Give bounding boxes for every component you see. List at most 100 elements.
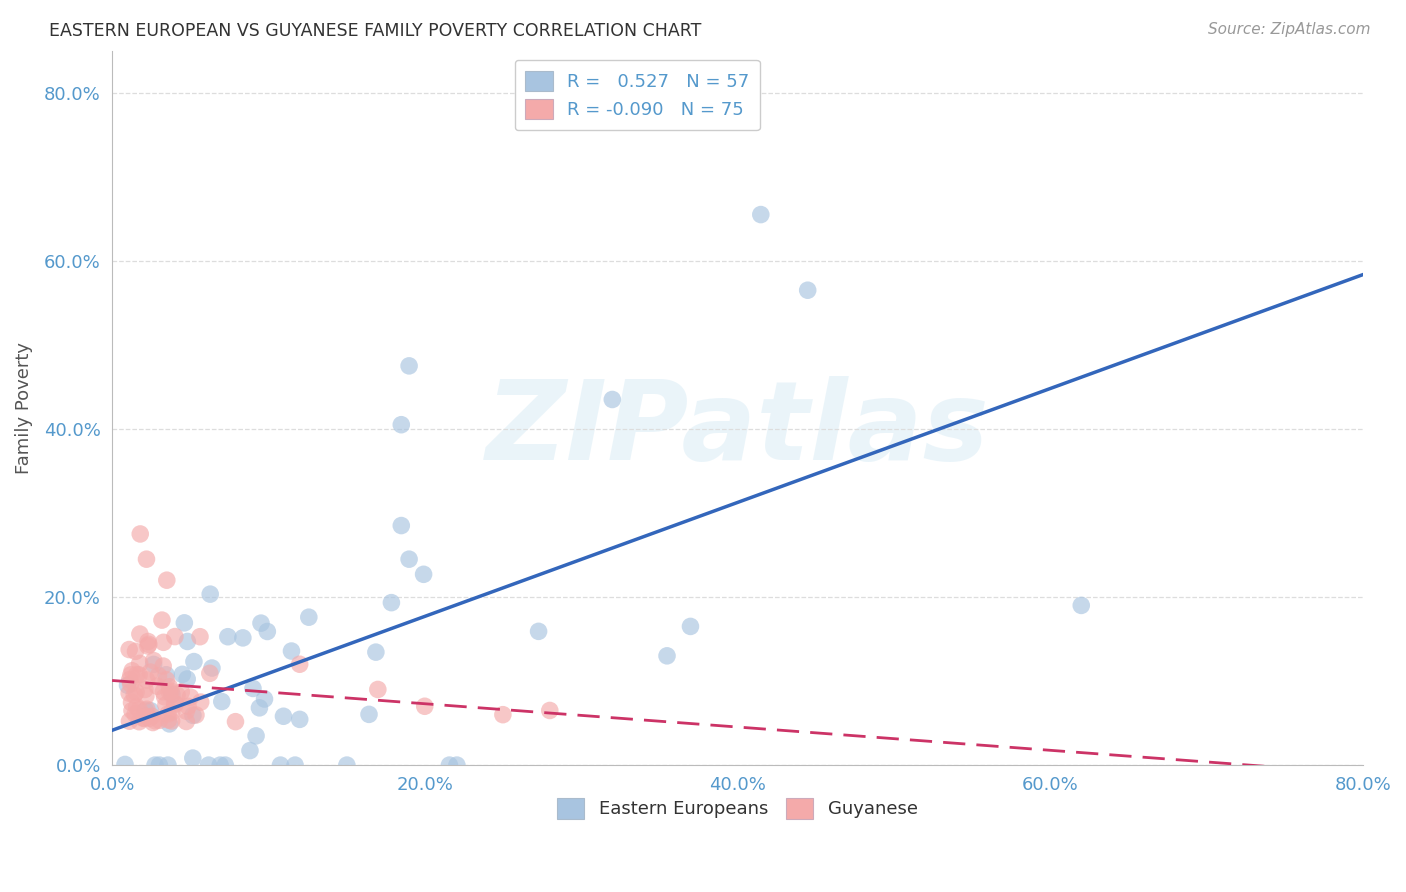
Point xyxy=(135,709,157,723)
Point xyxy=(184,708,207,723)
Point xyxy=(190,695,212,709)
Point xyxy=(201,661,224,675)
Point xyxy=(166,688,188,702)
Point xyxy=(125,685,148,699)
Point xyxy=(136,639,159,653)
Point xyxy=(139,704,162,718)
Text: Source: ZipAtlas.com: Source: ZipAtlas.com xyxy=(1208,22,1371,37)
Point xyxy=(135,702,157,716)
Point xyxy=(446,758,468,772)
Point xyxy=(250,616,273,631)
Point xyxy=(439,758,461,772)
Point xyxy=(142,654,165,668)
Point xyxy=(249,701,271,715)
Point xyxy=(172,667,194,681)
Point xyxy=(284,758,307,772)
Point xyxy=(120,668,142,682)
Point xyxy=(389,417,412,432)
Point xyxy=(600,392,623,407)
Point xyxy=(217,630,239,644)
Point xyxy=(200,587,222,601)
Point xyxy=(413,699,436,714)
Point xyxy=(134,703,156,717)
Point xyxy=(136,634,159,648)
Point xyxy=(128,714,150,729)
Point xyxy=(146,679,169,693)
Point xyxy=(152,635,174,649)
Point xyxy=(209,758,232,772)
Point xyxy=(1070,599,1092,613)
Text: ZIPatlas: ZIPatlas xyxy=(485,376,990,483)
Point xyxy=(214,758,236,772)
Point xyxy=(156,758,179,772)
Point xyxy=(273,709,295,723)
Point xyxy=(269,758,291,772)
Point xyxy=(155,698,177,712)
Point xyxy=(138,711,160,725)
Point xyxy=(181,751,204,765)
Point xyxy=(179,690,201,704)
Point xyxy=(148,758,170,772)
Point xyxy=(253,692,276,706)
Point xyxy=(128,657,150,671)
Point xyxy=(155,673,177,687)
Point xyxy=(121,704,143,718)
Point xyxy=(128,668,150,682)
Point xyxy=(157,680,180,694)
Point xyxy=(125,699,148,714)
Point xyxy=(492,707,515,722)
Point xyxy=(142,657,165,672)
Point xyxy=(288,712,311,726)
Point xyxy=(163,696,186,710)
Point xyxy=(749,208,772,222)
Point xyxy=(176,634,198,648)
Point xyxy=(398,359,420,373)
Point xyxy=(128,627,150,641)
Point xyxy=(183,655,205,669)
Point xyxy=(224,714,246,729)
Point xyxy=(143,714,166,728)
Point xyxy=(163,630,186,644)
Point xyxy=(121,664,143,678)
Point xyxy=(357,707,380,722)
Point xyxy=(412,567,434,582)
Point xyxy=(157,713,180,727)
Text: EASTERN EUROPEAN VS GUYANESE FAMILY POVERTY CORRELATION CHART: EASTERN EUROPEAN VS GUYANESE FAMILY POVE… xyxy=(49,22,702,40)
Point xyxy=(134,682,156,697)
Point xyxy=(364,645,387,659)
Point xyxy=(165,697,187,711)
Point xyxy=(124,644,146,658)
Point xyxy=(173,615,195,630)
Point xyxy=(181,708,204,723)
Point xyxy=(157,706,180,721)
Point xyxy=(160,705,183,719)
Point xyxy=(149,714,172,728)
Point xyxy=(239,743,262,757)
Point xyxy=(152,684,174,698)
Point xyxy=(117,678,139,692)
Point xyxy=(120,677,142,691)
Point xyxy=(132,711,155,725)
Point xyxy=(176,672,198,686)
Point xyxy=(125,667,148,681)
Y-axis label: Family Poverty: Family Poverty xyxy=(15,342,32,474)
Point xyxy=(159,685,181,699)
Point xyxy=(288,657,311,672)
Point xyxy=(152,659,174,673)
Point xyxy=(124,707,146,722)
Point xyxy=(177,699,200,714)
Point xyxy=(796,283,818,297)
Point xyxy=(398,552,420,566)
Point xyxy=(211,694,233,708)
Point xyxy=(655,648,678,663)
Point xyxy=(538,703,561,717)
Point xyxy=(242,681,264,696)
Point xyxy=(170,685,193,699)
Point xyxy=(160,714,183,728)
Point xyxy=(118,686,141,700)
Point xyxy=(176,704,198,718)
Point xyxy=(679,619,702,633)
Point xyxy=(280,644,302,658)
Point xyxy=(124,688,146,702)
Legend: Eastern Europeans, Guyanese: Eastern Europeans, Guyanese xyxy=(550,790,925,826)
